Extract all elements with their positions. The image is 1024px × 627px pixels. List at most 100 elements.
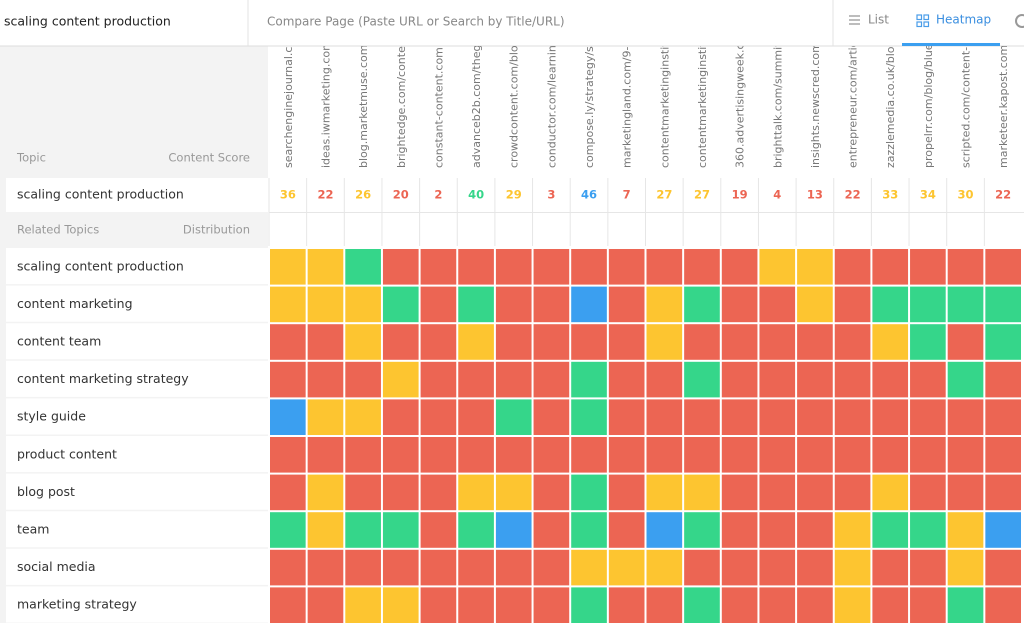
heatmap-cell xyxy=(458,512,494,548)
heatmap-cell xyxy=(420,361,457,398)
heatmap-cell xyxy=(270,587,306,623)
content-score: 27 xyxy=(656,188,672,202)
heatmap-cell xyxy=(533,249,570,285)
heatmap-cell xyxy=(533,399,570,435)
heatmap-cell xyxy=(834,549,871,586)
heatmap-tab[interactable]: Heatmap xyxy=(936,13,991,27)
heatmap-cell xyxy=(834,437,871,473)
heatmap-cell xyxy=(684,437,720,473)
column-headers: searchenginejournal.co ideas.iwmarketing.… xyxy=(282,40,1010,168)
column-url: marketingland.com/9- xyxy=(621,47,634,168)
heatmap-cell xyxy=(307,437,344,473)
heatmap-cell xyxy=(571,249,607,285)
heatmap-cell xyxy=(684,361,720,398)
compare-input[interactable]: Compare Page (Paste URL or Search by Tit… xyxy=(267,15,565,29)
heatmap-cell xyxy=(910,549,946,586)
heatmap-cell xyxy=(571,399,607,435)
topic-label: product content xyxy=(17,446,117,461)
topic-header: Topic xyxy=(16,151,46,165)
content-score: 26 xyxy=(355,188,371,202)
heatmap-cell xyxy=(495,437,532,473)
topic-label: content team xyxy=(17,334,101,349)
heatmap-cell xyxy=(608,249,645,285)
heatmap-cell xyxy=(608,286,645,323)
heatmap-cell xyxy=(759,249,796,285)
heatmap-cell xyxy=(307,399,344,435)
heatmap-cell xyxy=(345,512,381,548)
heatmap-cell xyxy=(797,286,833,323)
heatmap-cell xyxy=(684,549,720,586)
heatmap-cell xyxy=(495,474,532,511)
heatmap-cell xyxy=(721,549,758,586)
heatmap-cell xyxy=(382,286,419,323)
heatmap-cell xyxy=(458,549,494,586)
heatmap-cell xyxy=(759,587,796,623)
heatmap-cell xyxy=(571,549,607,586)
search-input[interactable]: scaling content production xyxy=(4,14,171,29)
heatmap-cell xyxy=(872,399,909,435)
settings-icon[interactable] xyxy=(1015,14,1024,28)
heatmap-cell xyxy=(345,249,381,285)
heatmap-cell xyxy=(608,512,645,548)
heatmap-cell xyxy=(872,512,909,548)
heatmap-cell xyxy=(458,399,494,435)
heatmap-cell xyxy=(646,324,683,360)
heatmap-cell xyxy=(684,512,720,548)
heatmap-cell xyxy=(571,361,607,398)
heatmap-cell xyxy=(270,286,306,323)
heatmap-cell xyxy=(420,437,457,473)
topic-label: content marketing strategy xyxy=(17,371,189,386)
heatmap-cell xyxy=(684,249,720,285)
heatmap-cell xyxy=(646,474,683,511)
heatmap-cell xyxy=(533,474,570,511)
heatmap-cell xyxy=(420,474,457,511)
heatmap-cell xyxy=(458,286,494,323)
column-url: propelrr.com/blog/blue xyxy=(922,43,935,168)
heatmap-cell xyxy=(646,361,683,398)
content-score: 30 xyxy=(958,188,974,202)
heatmap-cell xyxy=(571,474,607,511)
heatmap-cell xyxy=(759,512,796,548)
heatmap-cell xyxy=(608,324,645,360)
heatmap-cell xyxy=(533,361,570,398)
topic-label: marketing strategy xyxy=(17,597,137,612)
heatmap-cell xyxy=(834,587,871,623)
heatmap-cell xyxy=(307,587,344,623)
content-score: 46 xyxy=(581,188,597,202)
topic-label: scaling content production xyxy=(17,258,184,273)
heatmap-cell xyxy=(797,587,833,623)
heatmap-cell xyxy=(759,324,796,360)
heatmap-cell xyxy=(721,399,758,435)
column-url: contentmarketinginstit xyxy=(658,42,671,168)
heatmap-cell xyxy=(382,549,419,586)
heatmap-cell xyxy=(495,399,532,435)
heatmap-cell xyxy=(495,286,532,323)
content-score: 40 xyxy=(468,188,484,202)
heatmap-cell xyxy=(834,361,871,398)
column-url: crowdcontent.com/blo xyxy=(508,45,521,168)
column-url: scripted.com/content- xyxy=(960,47,973,168)
topic-label: social media xyxy=(17,559,96,574)
heatmap-cell xyxy=(759,361,796,398)
heatmap-cell xyxy=(270,512,306,548)
heatmap-cell xyxy=(721,587,758,623)
heatmap-cell xyxy=(458,249,494,285)
topic-row-bg xyxy=(6,511,268,548)
column-url: blog.marketmuse.com/ xyxy=(357,41,370,168)
heatmap-cell xyxy=(270,249,306,285)
heatmap-cell xyxy=(495,549,532,586)
heatmap-cell xyxy=(571,512,607,548)
heatmap-cell xyxy=(834,249,871,285)
topic-row-bg xyxy=(6,398,268,435)
heatmap-cell xyxy=(307,512,344,548)
heatmap-cell xyxy=(834,474,871,511)
heatmap-cell xyxy=(797,437,833,473)
heatmap-cell xyxy=(533,437,570,473)
heatmap-cell xyxy=(270,437,306,473)
heatmap-cell xyxy=(797,249,833,285)
column-url: searchenginejournal.co xyxy=(282,40,295,168)
heatmap-cell xyxy=(985,474,1021,511)
list-tab[interactable]: List xyxy=(868,13,889,27)
heatmap-cell xyxy=(872,249,909,285)
heatmap-cell xyxy=(382,361,419,398)
